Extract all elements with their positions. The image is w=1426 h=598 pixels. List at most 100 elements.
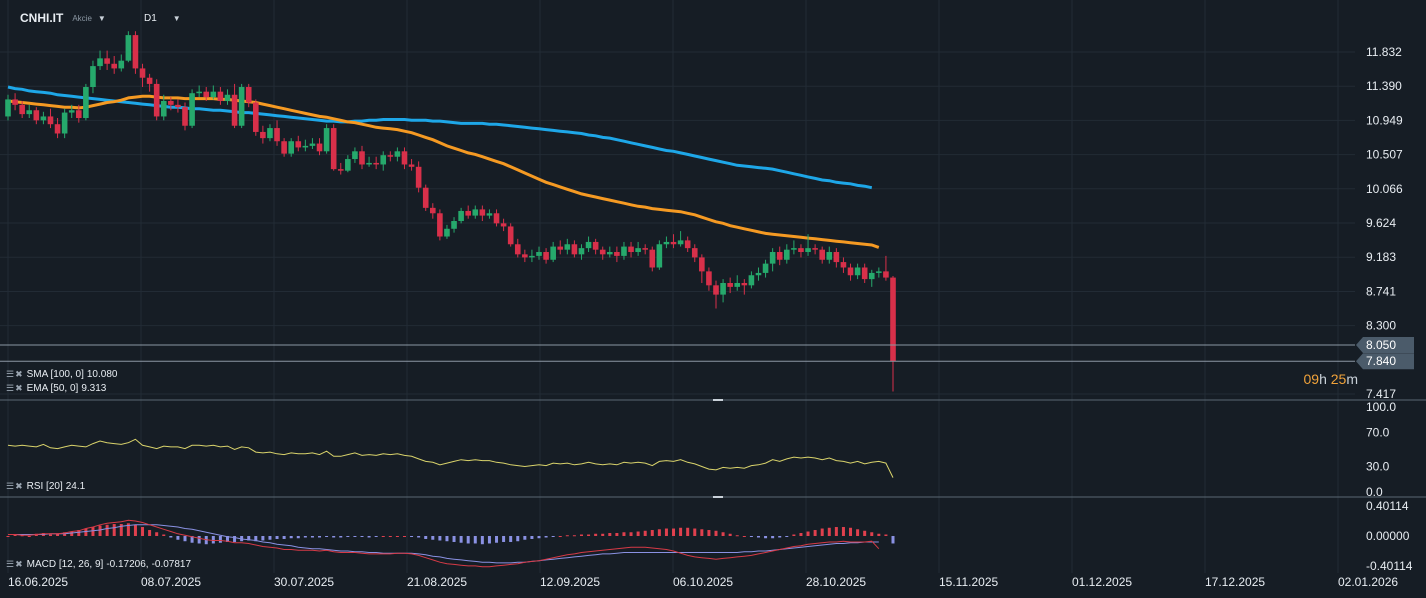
- candle: [762, 259, 769, 278]
- macd-histogram-bar: [664, 528, 668, 536]
- macd-histogram-bar: [27, 536, 31, 537]
- macd-histogram-bar: [558, 536, 562, 537]
- rsi-legend[interactable]: ☰✖ RSI [20] 24.1: [6, 481, 85, 492]
- candle: [868, 269, 875, 287]
- macd-histogram-bar: [856, 529, 860, 536]
- macd-histogram-bar: [452, 536, 456, 542]
- macd-histogram-bar: [721, 532, 725, 536]
- candle-body: [274, 128, 280, 142]
- panel-resize-handle: [713, 496, 723, 498]
- macd-histogram-bar: [537, 536, 541, 539]
- candle: [274, 120, 280, 146]
- rsi-tick-label: 70.0: [1366, 426, 1390, 440]
- date-tick-label: 30.07.2025: [274, 575, 334, 589]
- macd-histogram-bar: [849, 527, 853, 536]
- settings-menu-icon[interactable]: ☰✖: [6, 481, 24, 491]
- timeframe-label: D1: [144, 12, 157, 24]
- macd-histogram-bar: [778, 536, 782, 538]
- moving-averages: [7, 85, 880, 249]
- countdown-hours-unit: h: [1319, 371, 1327, 387]
- candlestick-series: [5, 31, 896, 392]
- date-tick-label: 16.06.2025: [8, 575, 68, 589]
- sma-100-line: [7, 85, 873, 190]
- candle-body: [437, 213, 443, 237]
- symbol-selector[interactable]: CNHI.IT Akcie ▼: [20, 9, 106, 27]
- candle: [253, 99, 259, 136]
- candle: [529, 249, 535, 263]
- candle: [132, 31, 139, 74]
- candle: [337, 162, 344, 175]
- candle: [430, 203, 436, 219]
- candle-body: [621, 246, 627, 256]
- macd-histogram-bar: [509, 536, 513, 542]
- candle: [557, 240, 564, 255]
- caret-down-icon[interactable]: ▼: [97, 13, 106, 23]
- candle: [444, 224, 450, 239]
- macd-histogram-bar: [367, 536, 371, 538]
- candle: [118, 54, 125, 72]
- candle: [578, 244, 585, 260]
- price-tick-label: 9.183: [1366, 250, 1396, 264]
- candle: [153, 79, 160, 121]
- candle: [196, 85, 202, 98]
- candle-body: [153, 83, 160, 117]
- macd-histogram-bar: [275, 536, 279, 539]
- candle-body: [231, 94, 238, 126]
- candle: [677, 231, 684, 247]
- macd-histogram-bar: [126, 523, 130, 536]
- macd-histogram-bar: [650, 530, 654, 536]
- ema-legend[interactable]: ☰✖ EMA [50, 0] 9.313: [6, 383, 106, 394]
- candle-body: [288, 141, 294, 154]
- candle-body: [635, 248, 641, 253]
- candle: [203, 87, 210, 101]
- candle-body: [352, 151, 358, 160]
- candle-body: [359, 151, 365, 165]
- macd-histogram-bar: [402, 536, 406, 537]
- macd-histogram-bar: [169, 536, 173, 538]
- caret-down-icon[interactable]: ▼: [172, 13, 181, 23]
- candle-body: [97, 58, 103, 67]
- candle: [83, 83, 89, 121]
- candle-body: [536, 252, 542, 256]
- macd-legend[interactable]: ☰✖ MACD [12, 26, 9] -0.17206, -0.07817: [6, 559, 191, 570]
- macd-histogram-bar: [261, 536, 265, 541]
- sma-legend[interactable]: ☰✖ SMA [100, 0] 10.080: [6, 369, 117, 380]
- candle-body: [614, 252, 620, 256]
- candle-body: [854, 267, 861, 276]
- macd-tick-label: 0.00000: [1366, 529, 1410, 543]
- timeframe-selector[interactable]: D1 ▼: [144, 9, 181, 27]
- candle-body: [196, 91, 202, 94]
- price-tag-last-text: 7.840: [1366, 354, 1396, 368]
- candle-body: [592, 241, 599, 250]
- candle-body: [819, 249, 825, 260]
- settings-menu-icon[interactable]: ☰✖: [6, 559, 24, 569]
- candle-body: [883, 271, 889, 278]
- candle-body: [486, 213, 493, 216]
- candle: [812, 244, 818, 255]
- macd-histogram-bar: [395, 536, 399, 537]
- candle: [415, 161, 422, 193]
- candle: [309, 138, 316, 149]
- candle-body: [90, 66, 96, 88]
- rsi-tick-label: 30.0: [1366, 460, 1390, 474]
- macd-histogram-bar: [183, 536, 187, 542]
- candle: [769, 248, 776, 272]
- candle-body: [281, 141, 287, 154]
- candle-body: [323, 128, 330, 152]
- candle: [798, 244, 804, 258]
- price-tag-last: 7.840: [1356, 353, 1414, 370]
- date-tick-label: 02.01.2026: [1338, 575, 1398, 589]
- candle: [394, 147, 401, 162]
- candle-body: [706, 271, 712, 286]
- sma-value: 10.080: [86, 369, 118, 380]
- candle-body: [670, 241, 677, 245]
- candle-body: [245, 87, 252, 103]
- settings-menu-icon[interactable]: ☰✖: [6, 369, 24, 379]
- macd-histogram-bar: [813, 530, 817, 536]
- candle-body: [458, 210, 464, 222]
- candle: [40, 111, 47, 125]
- price-tick-label: 8.300: [1366, 319, 1396, 333]
- price-tag-level: 8.050: [1356, 336, 1414, 353]
- settings-menu-icon[interactable]: ☰✖: [6, 383, 24, 393]
